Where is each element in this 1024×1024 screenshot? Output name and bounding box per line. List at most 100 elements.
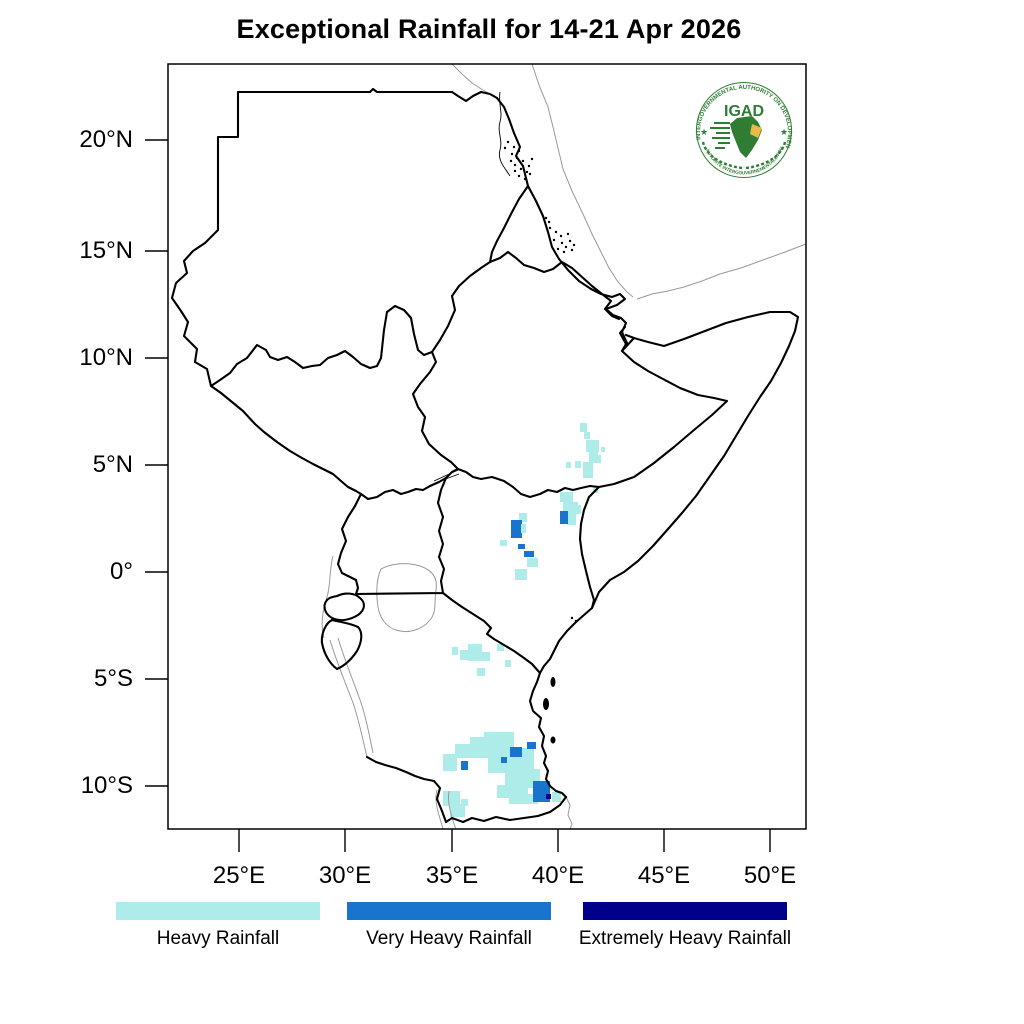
- page-title: Exceptional Rainfall for 14-21 Apr 2026: [236, 14, 742, 44]
- zanzibar-island: [543, 698, 549, 710]
- saudi-coast-line: [531, 63, 634, 298]
- uganda-kenya-border: [336, 467, 542, 675]
- y-axis-label-20n: 20°N: [79, 126, 133, 153]
- x-axis-label-35e: 35°E: [425, 862, 479, 889]
- rainfall-cell-heavy: [509, 794, 538, 804]
- egypt-coast-line: [451, 63, 498, 99]
- igad-logo-wordmark: IGAD: [724, 103, 764, 120]
- legend-swatch-heavy: [116, 902, 320, 920]
- rainfall-cell-heavy: [482, 652, 490, 661]
- rainfall-cell-very_heavy: [501, 757, 507, 763]
- igad-borders-layer: [170, 87, 800, 824]
- igad-logo-laurel: [701, 141, 787, 170]
- x-axis-label-40e: 40°E: [531, 862, 585, 889]
- stipple-dots-layer: [503, 140, 578, 623]
- rainfall-cell-heavy: [575, 461, 581, 468]
- rainfall-cell-heavy: [505, 660, 511, 667]
- rainfall-cell-heavy: [455, 744, 473, 758]
- thin-detail-layer: [433, 91, 511, 482]
- igad-logo-star-left: ★: [700, 127, 708, 137]
- drc-border-line: [321, 555, 334, 639]
- rainfall-cell-heavy: [584, 432, 590, 439]
- pemba-island: [550, 677, 556, 687]
- rainfall-cell-very_heavy: [533, 781, 550, 802]
- y-axis-label-5s: 5°S: [94, 665, 133, 692]
- rainfall-cell-heavy: [589, 452, 598, 463]
- rainfall-cell-heavy: [461, 799, 468, 806]
- rainfall-cell-heavy: [505, 769, 540, 788]
- rainfall-cell-heavy: [601, 447, 605, 452]
- rainfall-cell-heavy: [519, 513, 527, 522]
- lake-victoria-outline: [376, 563, 437, 633]
- rainfall-cell-heavy: [586, 440, 599, 452]
- burundi-border: [320, 618, 363, 671]
- rainfall-cell-very_heavy: [511, 520, 522, 538]
- rainfall-cell-heavy: [573, 505, 581, 514]
- x-axis-label-45e: 45°E: [637, 862, 691, 889]
- rainfall-cell-extremely_heavy: [546, 794, 551, 799]
- rainfall-cell-heavy: [497, 644, 504, 651]
- rainfall-cell-heavy: [450, 804, 465, 817]
- rainfall-cell-heavy: [560, 492, 573, 502]
- sudan-border: [170, 87, 530, 388]
- legend-swatch-extremely-heavy: [583, 902, 787, 920]
- y-axis-label-10s: 10°S: [80, 772, 133, 799]
- x-axis-label-30e: 30°E: [318, 862, 372, 889]
- rainfall-cell-heavy: [515, 569, 527, 580]
- yemen-coast-line: [636, 243, 807, 300]
- rainfall-cell-heavy: [452, 647, 458, 655]
- y-axis-label-5n: 5°N: [92, 451, 133, 478]
- rainfall-cell-heavy: [595, 455, 601, 463]
- rainfall-cell-heavy: [527, 558, 538, 567]
- legend-label-extremely-heavy: Extremely Heavy Rainfall: [578, 928, 792, 949]
- rainfall-cell-very_heavy: [461, 761, 468, 770]
- y-axis-label-15n: 15°N: [79, 237, 133, 264]
- legend-label-very-heavy: Very Heavy Rainfall: [366, 928, 532, 949]
- rainfall-cell-very_heavy: [510, 747, 522, 757]
- legend-label-heavy: Heavy Rainfall: [156, 928, 280, 949]
- rainfall-cell-heavy: [583, 462, 593, 478]
- igad-logo-region-highlight: [750, 124, 762, 138]
- y-axis-label-0: 0°: [110, 558, 133, 585]
- y-axis-label-10n: 10°N: [79, 344, 133, 371]
- rainfall-cell-heavy: [521, 524, 526, 533]
- rainfall-cell-heavy: [552, 792, 561, 802]
- rainfall-cell-heavy: [500, 540, 507, 546]
- rainfall-cell-heavy: [563, 502, 578, 513]
- mozambique-coast-line: [565, 796, 573, 830]
- rainfall-cell-very_heavy: [560, 511, 568, 524]
- rainfall-cell-heavy: [443, 791, 460, 806]
- rainfall-cell-heavy: [567, 513, 576, 525]
- rainfall-cell-heavy: [566, 462, 571, 468]
- x-axis-label-50e: 50°E: [743, 862, 797, 889]
- rainfall-cells-layer: [443, 423, 605, 817]
- neighbor-borders-layer: [321, 63, 807, 830]
- rwanda-border: [323, 592, 365, 622]
- rainfall-cell-heavy: [484, 732, 514, 749]
- mafia-island: [550, 736, 556, 744]
- coastline: [495, 96, 800, 799]
- legend: Heavy Rainfall Very Heavy Rainfall Extre…: [0, 898, 1024, 968]
- rainfall-cell-heavy: [468, 644, 482, 661]
- rainfall-cell-heavy: [460, 650, 469, 660]
- nile-river-line: [498, 91, 511, 177]
- rainfall-cell-heavy: [580, 423, 587, 432]
- rainfall-cell-very_heavy: [524, 551, 534, 557]
- rainfall-cell-very_heavy: [527, 742, 536, 749]
- legend-swatch-very-heavy: [347, 902, 551, 920]
- rainfall-cell-heavy: [477, 668, 485, 676]
- igad-logo-africa: [710, 116, 762, 158]
- south-sudan-border: [209, 350, 460, 501]
- lake-tanganyika-outline: [329, 637, 374, 758]
- tanzania-south-border: [365, 755, 568, 824]
- ethiopia-eritrea-djibouti-somalia-border: [456, 250, 729, 610]
- lake-malawi-outline: [435, 789, 457, 830]
- x-axis-label-25e: 25°E: [212, 862, 266, 889]
- map-frame: [167, 63, 807, 830]
- rainfall-cell-heavy: [443, 754, 457, 771]
- rainfall-cell-very_heavy: [518, 544, 525, 549]
- igad-logo-star-right: ★: [780, 127, 788, 137]
- islands-layer: [543, 677, 556, 744]
